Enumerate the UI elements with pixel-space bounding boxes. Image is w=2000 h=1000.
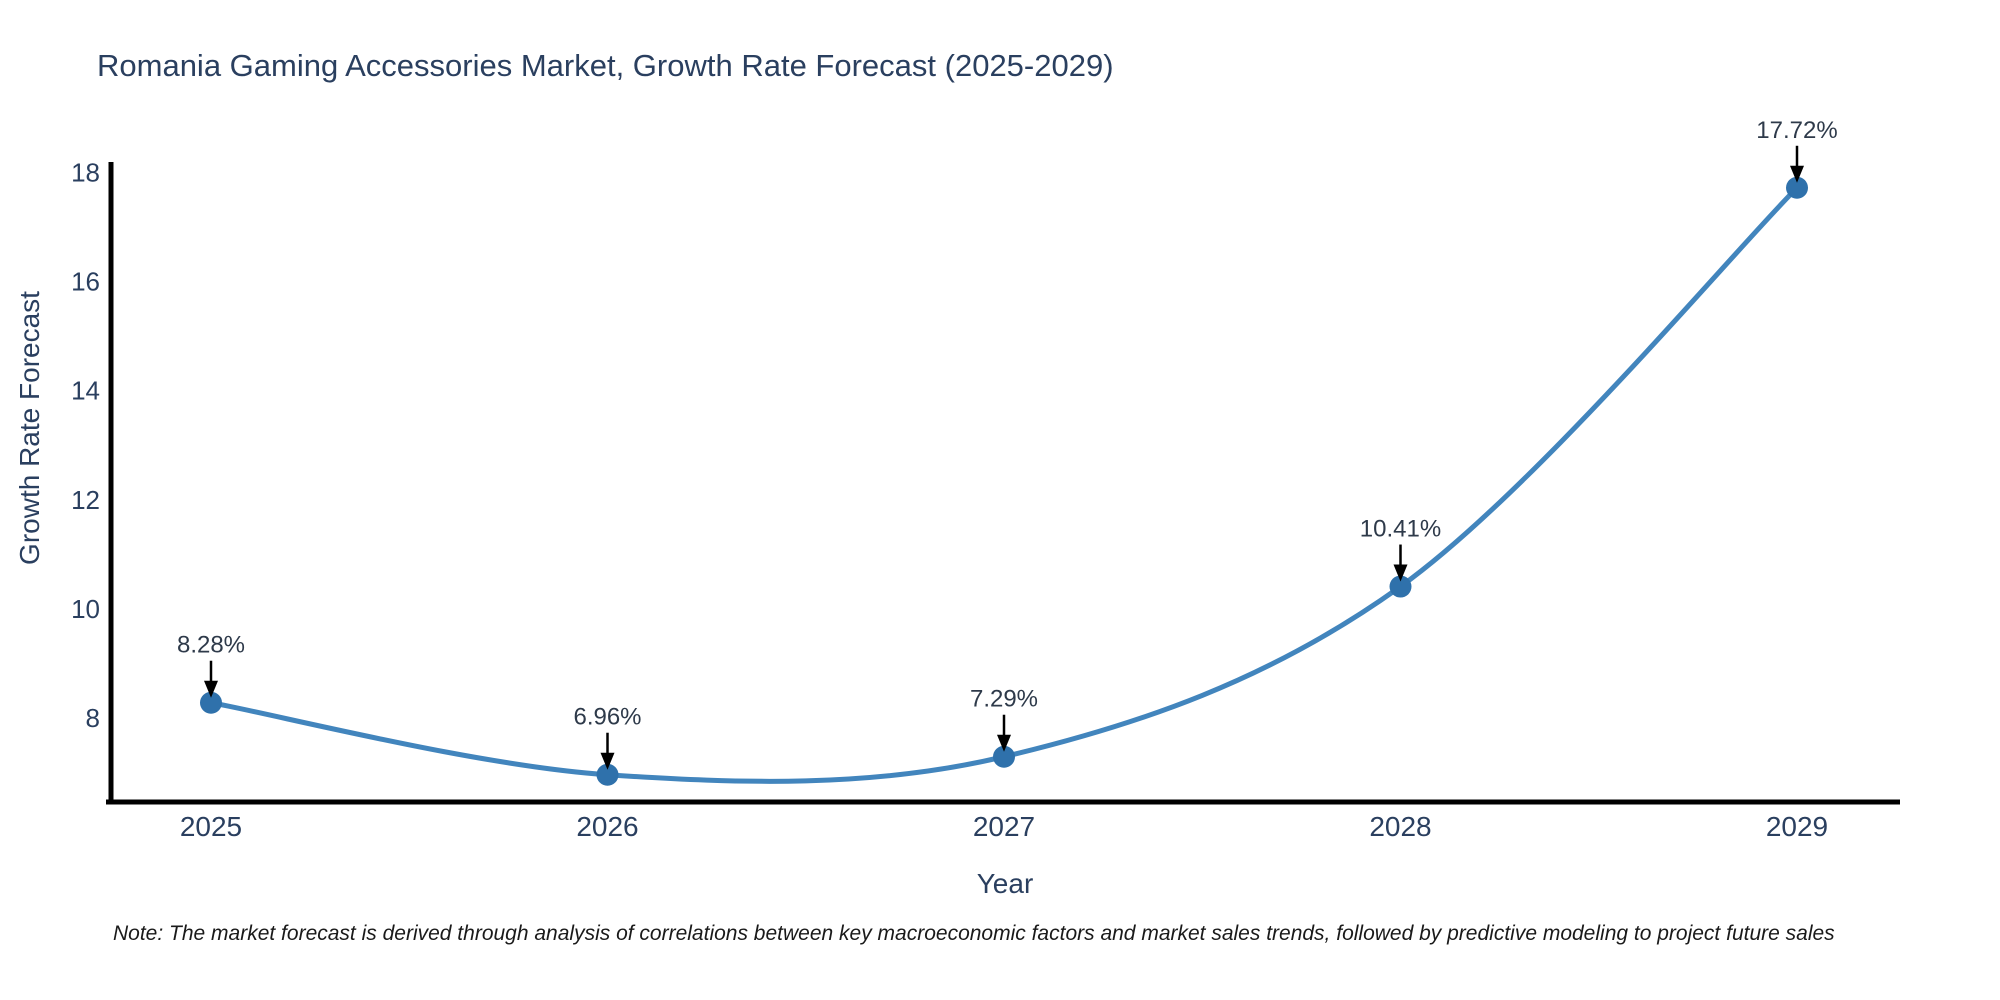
y-axis-title: Growth Rate Forecast bbox=[14, 291, 45, 565]
y-tick-label: 10 bbox=[71, 594, 100, 624]
data-point bbox=[596, 763, 619, 786]
data-point bbox=[1389, 575, 1412, 598]
annotation-arrow-head bbox=[997, 734, 1011, 752]
data-point bbox=[993, 745, 1015, 768]
annotation-arrow-head bbox=[204, 680, 218, 698]
point-value-label: 7.29% bbox=[970, 686, 1038, 713]
point-value-label: 17.72% bbox=[1756, 117, 1837, 144]
annotation-arrow-head bbox=[1393, 564, 1408, 582]
data-point bbox=[200, 691, 222, 714]
annotation-arrow-head bbox=[1790, 165, 1804, 183]
x-axis-title: Year bbox=[976, 868, 1034, 899]
y-tick-label: 8 bbox=[86, 703, 100, 733]
point-value-label: 6.96% bbox=[573, 704, 641, 731]
chart-title: Romania Gaming Accessories Market, Growt… bbox=[97, 48, 1114, 83]
x-tick-label: 2027 bbox=[973, 811, 1035, 842]
y-tick-label: 12 bbox=[71, 485, 100, 515]
x-tick-label: 2029 bbox=[1766, 811, 1828, 842]
y-tick-label: 14 bbox=[71, 376, 100, 406]
annotation-arrow-head bbox=[600, 752, 615, 770]
chart-footnote: Note: The market forecast is derived thr… bbox=[113, 922, 1835, 945]
point-value-label: 10.41% bbox=[1360, 516, 1441, 543]
x-tick-label: 2026 bbox=[576, 811, 638, 842]
point-value-label: 8.28% bbox=[177, 632, 245, 659]
y-tick-label: 16 bbox=[71, 267, 100, 297]
y-tick-label: 18 bbox=[71, 158, 100, 188]
x-tick-label: 2025 bbox=[180, 811, 242, 842]
x-tick-label: 2028 bbox=[1369, 811, 1431, 842]
data-point bbox=[1786, 176, 1808, 199]
